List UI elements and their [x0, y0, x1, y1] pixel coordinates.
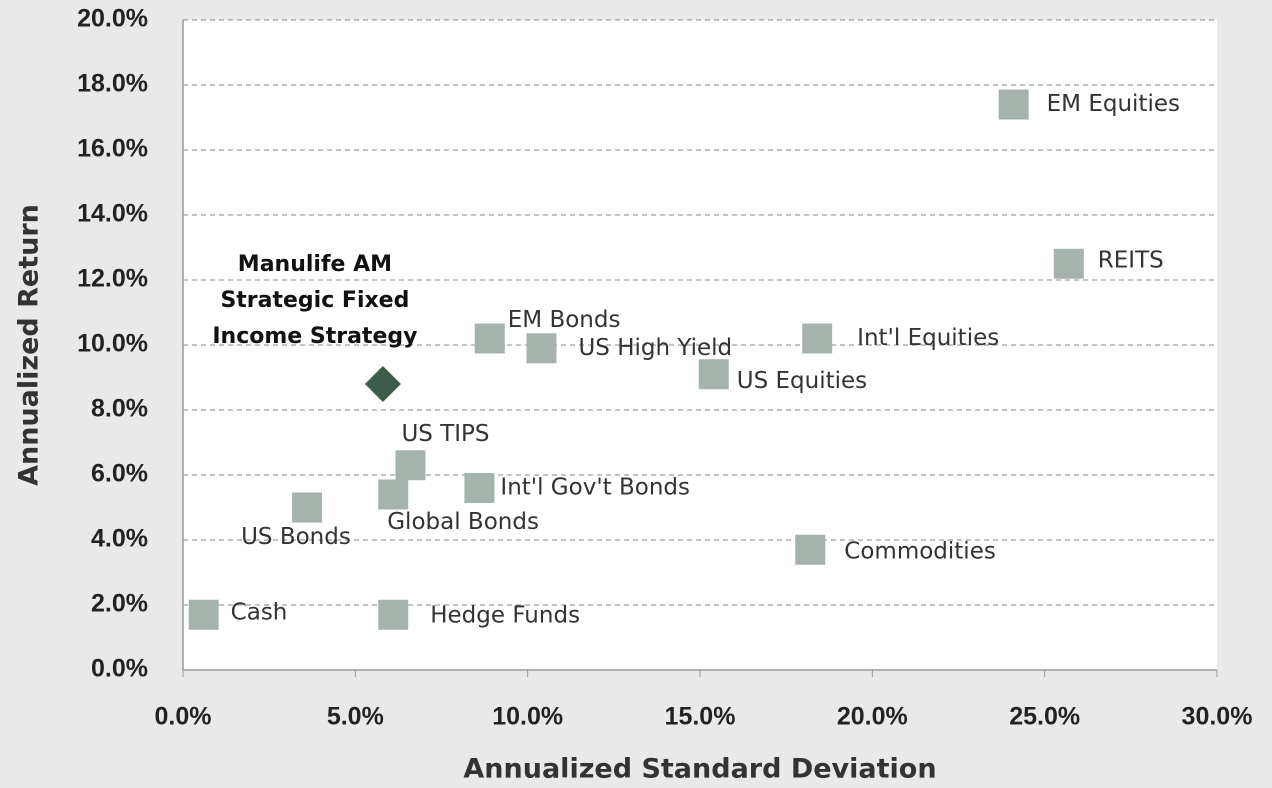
- x-tick-label: 30.0%: [1182, 703, 1253, 731]
- x-tick-label: 0.0%: [155, 703, 212, 731]
- point: [698, 359, 729, 390]
- highlight-point: [364, 366, 401, 402]
- point: [474, 323, 505, 354]
- y-tick-label: 2.0%: [91, 590, 148, 618]
- point-label: Int'l Gov't Bonds: [500, 475, 690, 501]
- point: [188, 599, 219, 630]
- point: [292, 492, 323, 523]
- point-label: Int'l Equities: [857, 325, 999, 351]
- y-axis-title: Annualized Return: [14, 204, 45, 486]
- x-tick-label: 5.0%: [327, 703, 384, 731]
- point-label: Commodities: [844, 538, 996, 564]
- point-label: US TIPS: [401, 421, 489, 447]
- point: [395, 450, 426, 481]
- point: [378, 599, 409, 630]
- x-tick-label: 25.0%: [1009, 703, 1080, 731]
- point-label: REITS: [1098, 247, 1164, 273]
- y-tick-label: 20.0%: [77, 5, 148, 33]
- y-tick-label: 16.0%: [77, 135, 148, 163]
- x-axis-title: Annualized Standard Deviation: [463, 754, 936, 785]
- y-tick-label: 10.0%: [77, 330, 148, 358]
- point: [378, 479, 409, 510]
- y-tick-label: 14.0%: [77, 200, 148, 228]
- point: [526, 333, 557, 364]
- point-label: US Equities: [737, 368, 867, 394]
- x-tick-label: 15.0%: [665, 703, 736, 731]
- y-tick-label: 18.0%: [77, 70, 148, 98]
- y-tick-label: 4.0%: [91, 525, 148, 553]
- point-label: US Bonds: [241, 524, 351, 550]
- point-label: US High Yield: [578, 335, 732, 361]
- point-label: Global Bonds: [387, 509, 539, 535]
- highlight-label: Manulife AM: [238, 252, 392, 277]
- highlight-label: Strategic Fixed: [220, 288, 409, 313]
- y-tick-label: 6.0%: [91, 460, 148, 488]
- x-tick-label: 10.0%: [492, 703, 563, 731]
- y-tick-label: 8.0%: [91, 395, 148, 423]
- point-label: Cash: [231, 599, 288, 625]
- point-label: EM Bonds: [508, 307, 621, 333]
- point-label: Hedge Funds: [430, 602, 580, 628]
- x-tick-label: 20.0%: [837, 703, 908, 731]
- point-label: EM Equities: [1047, 91, 1180, 117]
- highlight-label: Income Strategy: [212, 324, 417, 349]
- point: [998, 89, 1029, 120]
- point: [1053, 248, 1084, 279]
- y-tick-label: 0.0%: [91, 655, 148, 683]
- point: [795, 534, 826, 565]
- y-tick-label: 12.0%: [77, 265, 148, 293]
- point: [802, 323, 833, 354]
- point: [464, 473, 495, 503]
